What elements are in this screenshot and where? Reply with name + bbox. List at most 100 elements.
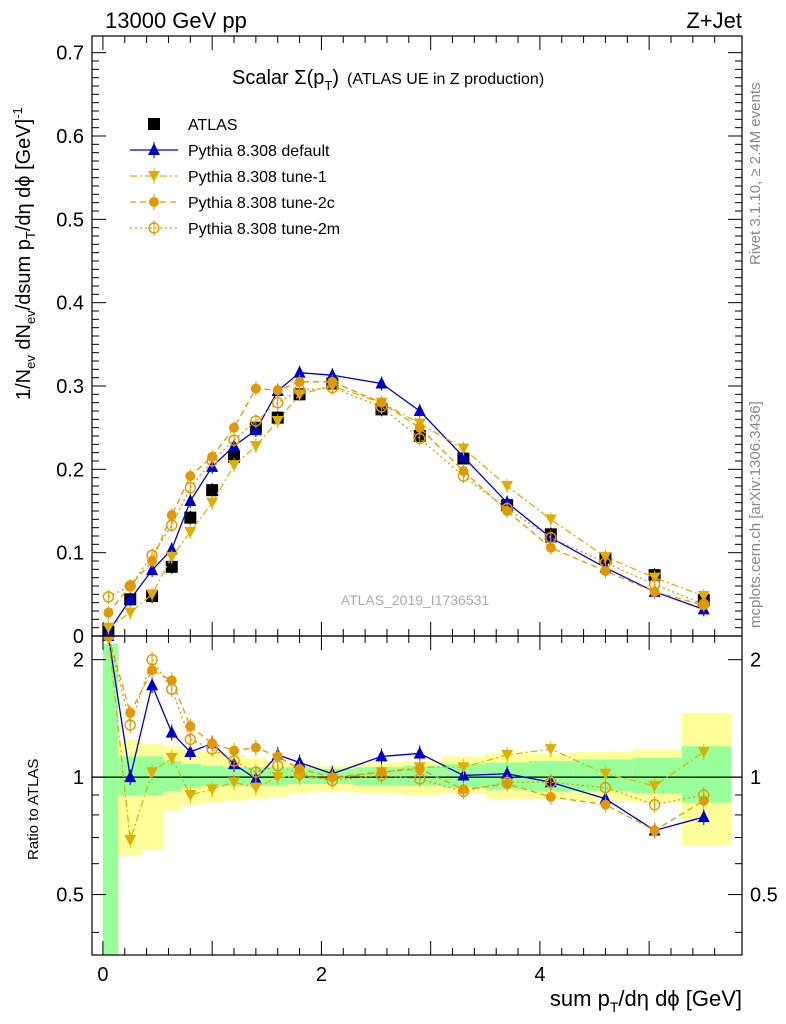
legend-marker: [148, 143, 160, 155]
data-point: [166, 519, 178, 531]
data-point: [228, 450, 241, 463]
ratio-point: [206, 743, 218, 755]
ratio-point: [501, 749, 514, 761]
main-y-tick-label: 0.4: [56, 293, 84, 315]
ratio-y-tick-label: 0.5: [56, 885, 84, 907]
ratio-point: [272, 759, 284, 772]
legend-marker: [148, 222, 160, 234]
ratio-point: [166, 675, 177, 686]
data-point: [184, 526, 197, 538]
data-point: [124, 607, 137, 619]
band-green: [572, 759, 633, 792]
main-y-axis-label: 1/Nev dNev/dsum pT/dη dϕ [GeV]-1: [10, 107, 38, 400]
data-point: [599, 556, 612, 569]
data-point: [184, 481, 197, 494]
ratio-point: [697, 810, 710, 823]
data-point: [545, 531, 557, 544]
ratio-point: [250, 766, 262, 778]
ratio-point: [414, 773, 426, 785]
ratio-y-tick-label-right: 1: [750, 767, 761, 789]
data-point: [501, 502, 513, 515]
series-line: [107, 381, 704, 614]
data-point: [272, 396, 284, 409]
data-point: [166, 510, 177, 521]
ratio-point: [228, 777, 241, 789]
data-point: [249, 423, 262, 436]
data-point: [457, 443, 470, 455]
data-point: [375, 376, 388, 389]
ratio-point: [146, 767, 159, 779]
main-y-tick-label: 0: [73, 626, 84, 648]
ratio-y-tick-label-right: 2: [750, 650, 761, 672]
data-point: [293, 365, 306, 378]
ratio-point: [228, 755, 240, 767]
legend-label: Pythia 8.308 tune-2m: [188, 221, 340, 238]
header-energy: 13000 GeV pp: [105, 8, 247, 33]
data-point: [185, 471, 196, 481]
data-point: [544, 514, 557, 526]
data-point: [414, 432, 426, 445]
legend-marker: [149, 197, 159, 207]
ratio-point: [272, 751, 283, 762]
data-point: [124, 580, 136, 592]
data-point: [249, 441, 262, 452]
data-point: [545, 542, 556, 553]
data-point: [293, 384, 306, 396]
data-point: [697, 591, 710, 602]
ratio-point: [102, 636, 115, 642]
ratio-point: [184, 744, 197, 757]
data-point: [698, 598, 710, 611]
ratio-panel-series: [102, 636, 710, 848]
legend-label: Pythia 8.308 tune-1: [188, 169, 327, 186]
ratio-y-axis-label: Ratio to ATLAS: [25, 759, 42, 860]
ratio-point: [375, 769, 388, 782]
x-axis-label: sum pT/dη dϕ [GeV]: [550, 986, 742, 1015]
ratio-line: [107, 636, 705, 841]
ratio-point: [326, 774, 339, 787]
ratio-point: [124, 834, 137, 846]
data-point: [229, 422, 240, 433]
ratio-y-tick-label: 1: [73, 767, 84, 789]
header-process: Z+Jet: [686, 8, 742, 33]
band-green: [181, 764, 202, 788]
data-point: [250, 383, 261, 394]
ratio-point: [271, 772, 284, 784]
data-point: [184, 494, 197, 506]
ratio-point: [249, 782, 262, 794]
data-point: [272, 385, 283, 396]
ratio-point: [599, 768, 612, 780]
data-point: [165, 542, 178, 555]
main-y-tick-label: 0.7: [56, 43, 84, 65]
ratio-point: [457, 785, 470, 797]
ratio-point: [698, 789, 710, 801]
mcplots-label: mcplots.cern.ch [arXiv:1306.3436]: [747, 401, 764, 628]
band-green: [403, 765, 442, 786]
main-y-tick-label: 0.3: [56, 376, 84, 398]
ratio-point: [124, 770, 137, 783]
ratio-point: [648, 798, 661, 811]
ratio-point: [375, 749, 388, 762]
legend-marker: [148, 171, 160, 182]
band-green: [681, 746, 732, 803]
ratio-point: [146, 678, 159, 691]
band-green: [201, 765, 224, 786]
data-point: [228, 460, 241, 472]
main-y-tick-label: 0.6: [56, 126, 84, 148]
main-y-tick-label: 0.5: [56, 209, 84, 231]
axes-frames: 00.10.20.30.40.50.60.70.5 0.51 12 20 2 4: [56, 35, 778, 986]
data-point: [102, 591, 115, 603]
legend-label: Pythia 8.308 tune-2c: [188, 195, 335, 212]
main-y-tick-label: 0.1: [56, 543, 84, 565]
data-point: [271, 416, 284, 427]
ratio-point: [545, 776, 557, 788]
data-point: [102, 622, 115, 634]
x-tick-label: 4: [534, 964, 545, 986]
data-point: [414, 422, 425, 433]
ratio-point: [229, 745, 240, 756]
band-green: [632, 757, 682, 794]
main-y-tick-label: 0.2: [56, 459, 84, 481]
legend-label: ATLAS: [188, 117, 238, 134]
ratio-point: [501, 776, 513, 788]
data-point: [375, 401, 388, 413]
ratio-point: [206, 784, 219, 796]
